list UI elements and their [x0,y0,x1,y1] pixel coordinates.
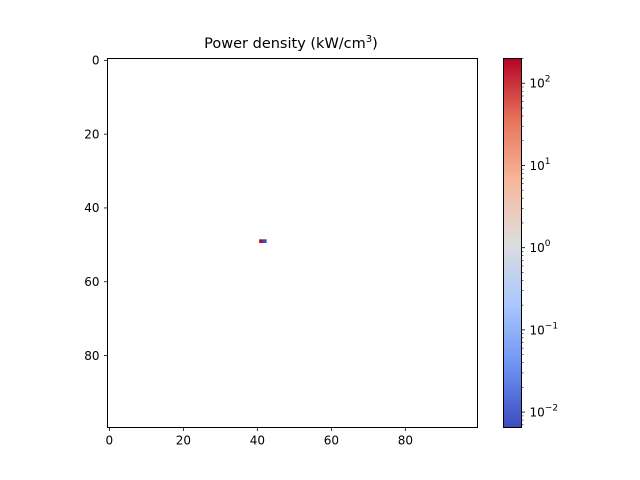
y-tick-label: 0 [92,54,100,68]
colorbar-gradient [503,58,522,428]
plot-background [107,58,478,428]
x-tick-label: 0 [106,434,114,448]
y-tick-label: 60 [84,275,99,289]
y-tick-label: 40 [84,201,99,215]
x-tick-label: 40 [250,434,265,448]
colorbar: 10−2 10−1 100 101 102 [503,58,559,428]
colorbar-tick-label: 101 [530,157,551,173]
colorbar-tick-label: 100 [530,239,551,255]
chart-title: Power density (kW/cm3) [204,34,378,52]
colorbar-tick-label: 102 [530,75,551,91]
y-tick-label: 20 [84,127,99,141]
x-tick-label: 20 [176,434,191,448]
colorbar-frame [503,58,522,428]
x-tick-label: 60 [324,434,339,448]
heatmap-cell [262,239,267,243]
y-tick-label: 80 [84,349,99,363]
heatmap-plot: 0 20 40 60 80 0 20 40 60 80 [84,54,478,448]
colorbar-tick-label: 10−2 [530,404,559,420]
x-axis: 0 20 40 60 80 [106,427,413,448]
heatmap-cells [259,239,267,243]
colorbar-ticks: 10−2 10−1 100 101 102 [521,58,559,426]
plot-frame [107,58,478,428]
heatmap-cell [259,239,263,243]
colorbar-tick-label: 10−1 [530,321,559,337]
x-tick-label: 80 [398,434,413,448]
y-axis: 0 20 40 60 80 [84,54,108,363]
